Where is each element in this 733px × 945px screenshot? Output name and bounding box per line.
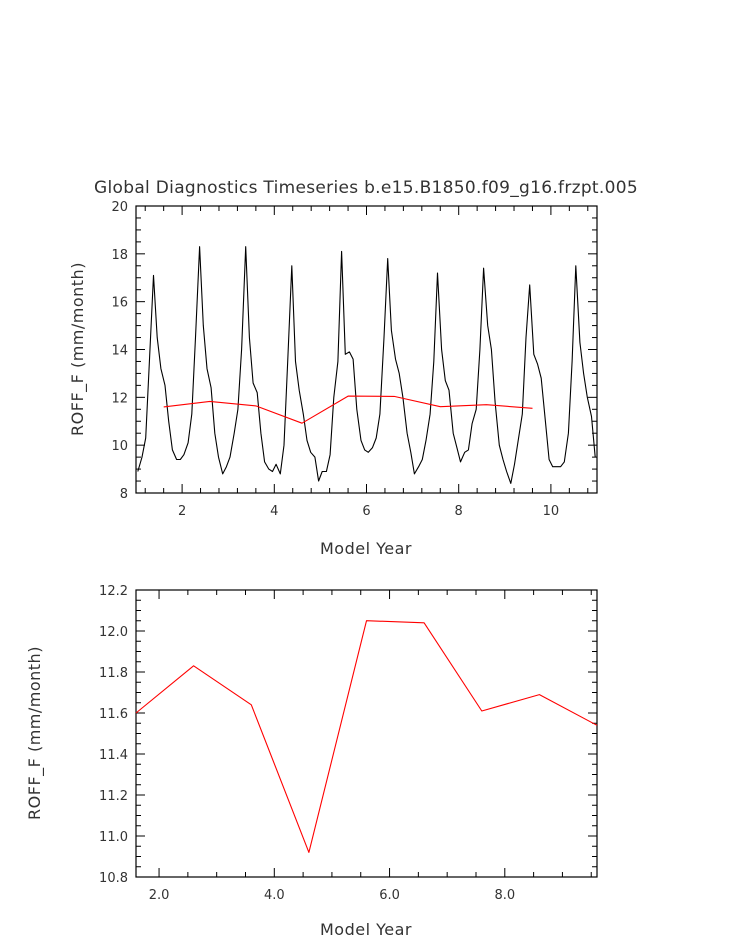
chart2-y-tick-label: 12.2 — [99, 584, 128, 599]
chart2-y-tick-label: 12.0 — [99, 625, 128, 640]
chart1-x-tick-label: 4 — [270, 504, 278, 519]
chart2-y-tick-label: 11.6 — [99, 707, 128, 722]
chart1-y-tick-label: 8 — [120, 487, 128, 502]
chart2-y-tick-label: 11.0 — [99, 830, 128, 845]
chart2-frame — [135, 589, 598, 878]
chart2-x-tick-label: 4.0 — [264, 888, 285, 903]
chart1-y-axis-title: ROFF_F (mm/month) — [68, 262, 88, 436]
chart2-y-axis-title: ROFF_F (mm/month) — [25, 646, 45, 820]
chart1-title: Global Diagnostics Timeseries b.e15.B185… — [94, 178, 638, 198]
chart1-series-line-2 — [163, 395, 533, 424]
chart1-y-tick-label: 14 — [111, 344, 128, 359]
chart1-x-axis-title: Model Year — [320, 539, 412, 558]
chart2-y-tick-label: 11.4 — [99, 748, 128, 763]
chart2-x-tick-label: 6.0 — [379, 888, 400, 903]
chart1-plot-area: 8 10 12 14 16 18 20 2 4 6 8 10 — [111, 200, 598, 519]
chart1-x-tick-label: 2 — [178, 504, 186, 519]
chart1-x-tick-label: 6 — [362, 504, 370, 519]
chart2-x-tick-label: 8.0 — [494, 888, 515, 903]
chart1-y-tick-label: 10 — [111, 439, 128, 454]
chart2-y-tick-label: 11.2 — [99, 789, 128, 804]
chart1-x-tick-label: 10 — [543, 504, 560, 519]
chart2-y-tick-label: 10.8 — [99, 871, 128, 886]
chart1-y-tick-label: 20 — [111, 200, 128, 215]
chart1-x-tick-label: 8 — [455, 504, 463, 519]
chart1-y-tick-label: 12 — [111, 391, 128, 406]
chart2-x-tick-label: 2.0 — [149, 888, 170, 903]
chart1-y-tick-label: 16 — [111, 296, 128, 311]
chart2-x-axis-title: Model Year — [320, 920, 412, 939]
chart1-y-tick-label: 18 — [111, 248, 128, 263]
chart2-y-tick-label: 11.8 — [99, 666, 128, 681]
chart2-plot-area: 10.8 11.0 11.2 11.4 11.6 11.8 12.0 12.2 2.0 4.0 6.… — [99, 584, 598, 903]
chart2-series-line-1 — [135, 620, 598, 853]
chart1-series-line-1 — [137, 246, 596, 484]
